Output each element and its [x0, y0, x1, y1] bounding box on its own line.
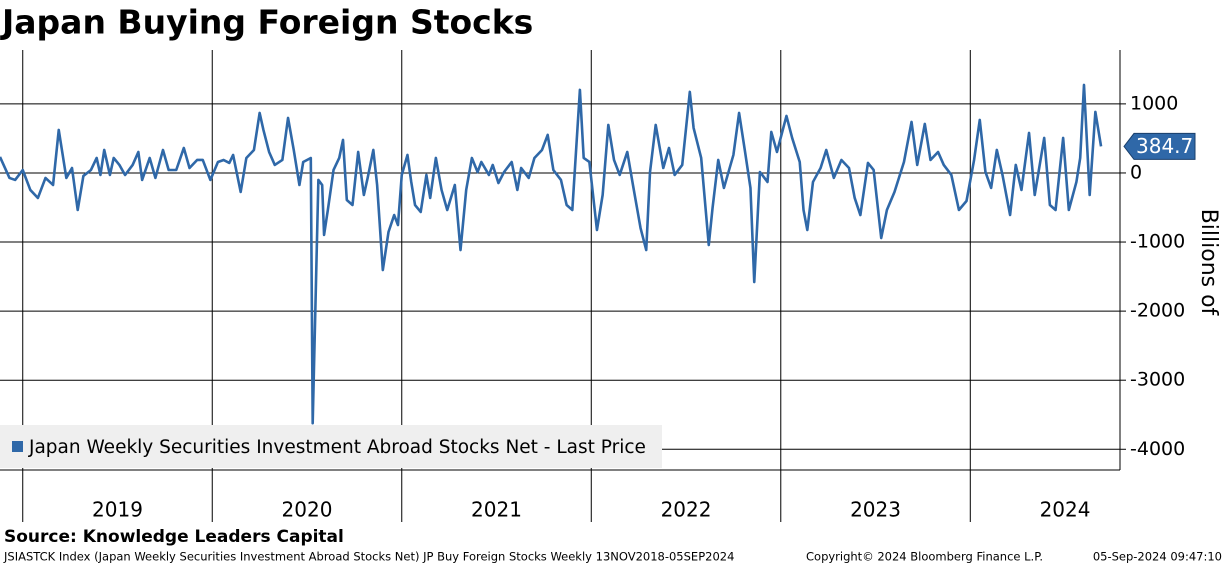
footer-left: JSIASTCK Index (Japan Weekly Securities …: [3, 550, 734, 564]
x-tick-label: 2023: [850, 498, 901, 522]
footer-center: Copyright© 2024 Bloomberg Finance L.P.: [806, 550, 1043, 564]
last-price-label: 384.7: [1136, 134, 1193, 158]
y-tick-label: -4000: [1130, 438, 1185, 460]
x-tick-label: 2019: [92, 498, 143, 522]
y-tick-label: -2000: [1130, 300, 1185, 322]
x-tick-label: 2024: [1040, 498, 1091, 522]
y-tick-label: 1000: [1130, 92, 1178, 114]
legend-swatch: [12, 441, 23, 452]
y-tick-label: 0: [1130, 161, 1142, 183]
last-price-box: [1123, 132, 1196, 160]
footer-right: 05-Sep-2024 09:47:10: [1093, 550, 1222, 564]
chart-title: Japan Buying Foreign Stocks: [0, 3, 533, 42]
x-tick-label: 2021: [471, 498, 522, 522]
legend-box: [0, 425, 662, 468]
y-tick-label: -1000: [1130, 231, 1185, 253]
data-line: [0, 83, 1103, 425]
y-tick-label: -3000: [1130, 369, 1185, 391]
x-tick-label: 2020: [282, 498, 333, 522]
y-axis-label: Billions of: [1196, 209, 1221, 317]
legend-label: Japan Weekly Securities Investment Abroa…: [28, 437, 646, 458]
x-tick-label: 2022: [661, 498, 712, 522]
source: Source: Knowledge Leaders Capital: [4, 527, 344, 547]
